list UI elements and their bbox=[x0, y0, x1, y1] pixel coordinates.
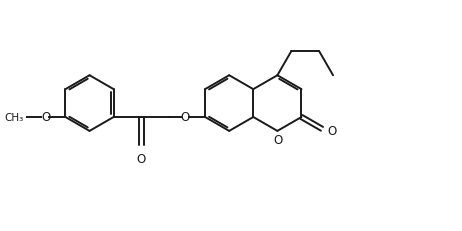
Text: O: O bbox=[327, 125, 336, 138]
Text: O: O bbox=[137, 152, 146, 165]
Text: CH₃: CH₃ bbox=[5, 112, 24, 122]
Text: O: O bbox=[181, 111, 190, 124]
Text: O: O bbox=[41, 111, 50, 124]
Text: O: O bbox=[274, 133, 283, 146]
